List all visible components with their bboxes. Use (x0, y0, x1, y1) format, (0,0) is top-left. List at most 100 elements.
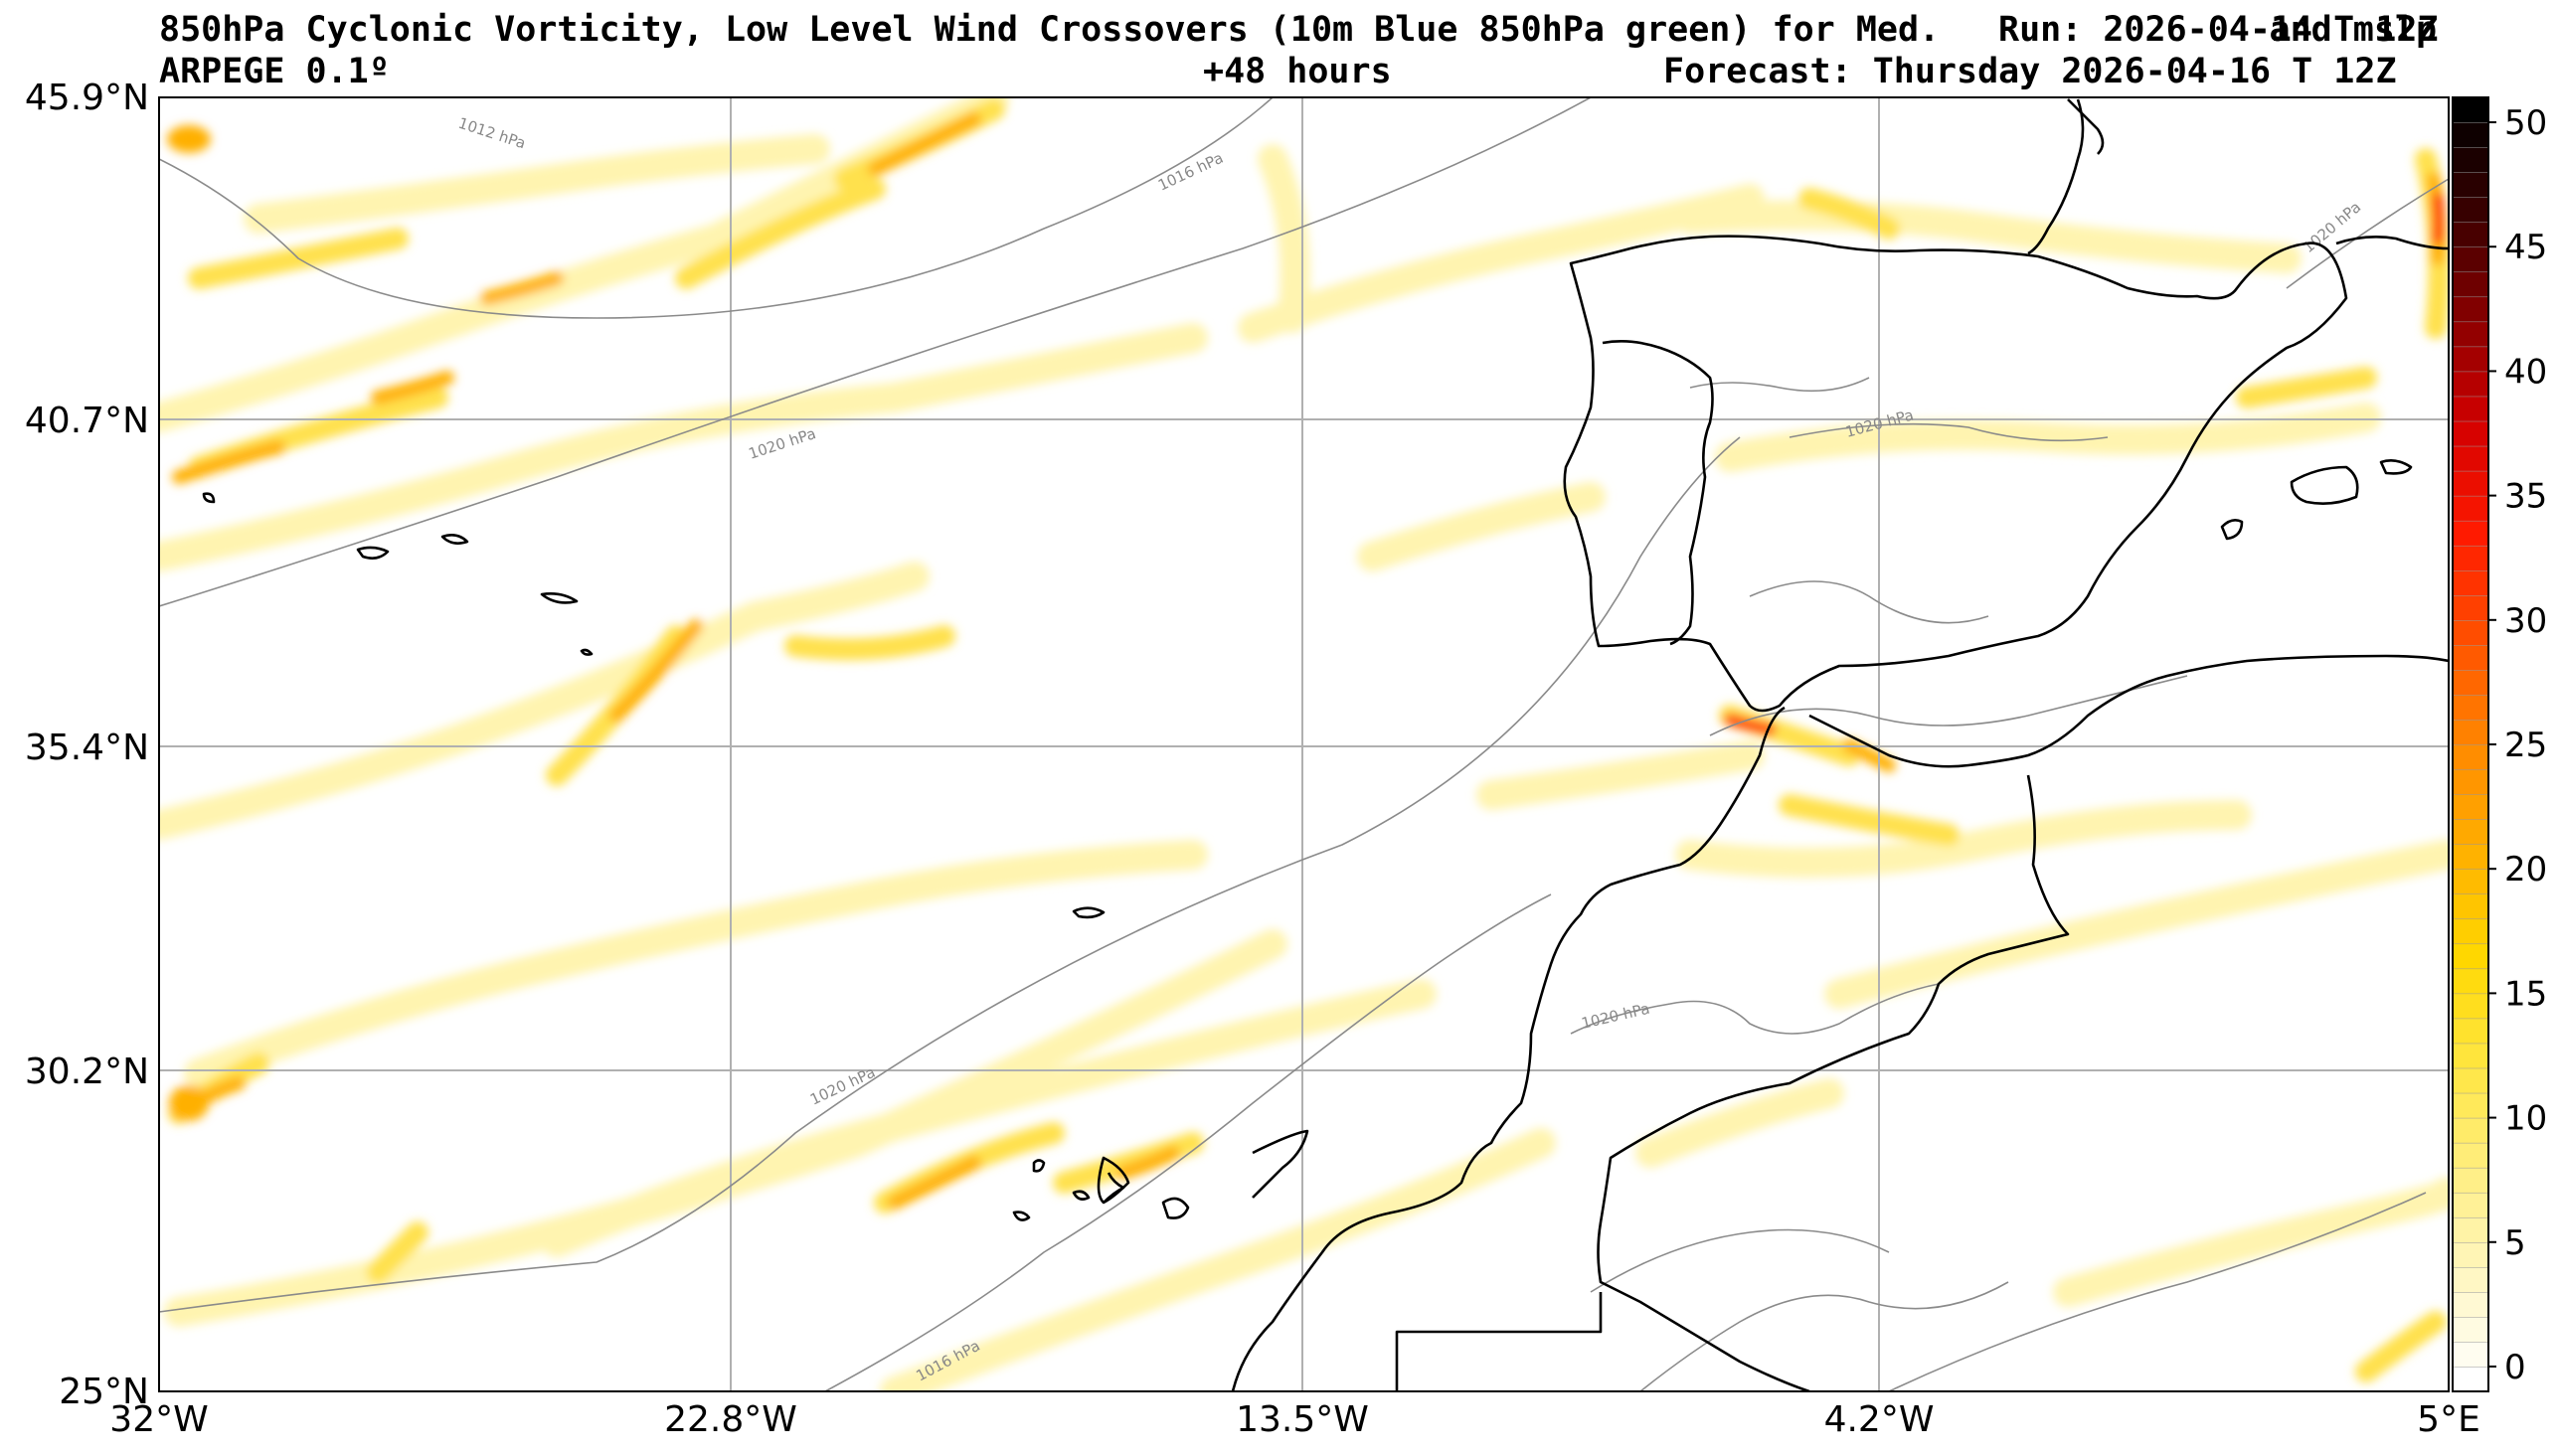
colorbar-band (2452, 545, 2489, 571)
lat-label: 40.7°N (25, 401, 149, 441)
colorbar-band (2452, 1266, 2489, 1293)
vorticity-field (159, 97, 2449, 1391)
colorbar-band (2452, 768, 2489, 795)
colorbar-band (2452, 1366, 2489, 1392)
colorbar-band (2452, 1018, 2489, 1045)
lon-label: 13.5°W (1236, 1399, 1369, 1440)
colorbar-band (2452, 694, 2489, 721)
lead-time: +48 hours (1203, 52, 1392, 91)
morocco-algeria-border (1597, 774, 2070, 1391)
colorbar-band (2452, 271, 2489, 298)
colorbar-band (2452, 1216, 2489, 1243)
title-line1: 850hPa Cyclonic Vorticity, Low Level Win… (159, 10, 1941, 50)
longitude-labels: 32°W 22.8°W 13.5°W 4.2°W 5°E (109, 1399, 2480, 1440)
lat-label: 35.4°N (25, 728, 149, 768)
colorbar-band (2452, 968, 2489, 995)
colorbar-band (2452, 221, 2489, 247)
colorbar-band (2452, 321, 2489, 348)
latitude-labels: 45.9°N 40.7°N 35.4°N 30.2°N 25°N (25, 78, 149, 1412)
map-frame (158, 96, 2450, 1392)
france-coast (2027, 98, 2085, 255)
isobars (159, 97, 2449, 1391)
colorbar-band (2452, 1316, 2489, 1343)
colorbar-band (2452, 346, 2489, 373)
colorbar-label: 30 (2504, 601, 2547, 641)
colorbar-band (2452, 196, 2489, 223)
chart-title: 850hPa Cyclonic Vorticity, Low Level Win… (159, 10, 1940, 50)
colorbar-band (2452, 793, 2489, 820)
colorbar-band (2452, 943, 2489, 970)
africa-coast (1808, 654, 2449, 768)
colorbar-band (2452, 296, 2489, 323)
colorbar-band (2452, 1142, 2489, 1169)
colorbar-band (2452, 1117, 2489, 1144)
colorbar-band (2452, 420, 2489, 447)
colorbar-label: 50 (2504, 103, 2547, 143)
lat-label: 25°N (59, 1372, 149, 1412)
colorbar-band (2452, 396, 2489, 422)
colorbar-band (2452, 146, 2489, 173)
western-sahara-border (1395, 1292, 1603, 1391)
colorbar-band (2452, 743, 2489, 770)
lon-label: 32°W (109, 1399, 208, 1440)
colorbar-band (2452, 371, 2489, 398)
colorbar-band (2452, 445, 2489, 472)
colorbar-band (2452, 1291, 2489, 1318)
colorbar-band (2452, 892, 2489, 920)
colorbar-label: 25 (2504, 726, 2547, 765)
colorbar-label: 0 (2504, 1348, 2526, 1387)
colorbar-label: 20 (2504, 850, 2547, 890)
colorbar-band (2452, 1043, 2489, 1069)
lon-label: 22.8°W (664, 1399, 797, 1440)
colorbar-band (2452, 520, 2489, 547)
colorbar-label: 45 (2504, 228, 2547, 267)
colorbar-band (2452, 719, 2489, 745)
colorbar-band (2452, 1092, 2489, 1119)
portugal-border (1602, 340, 1714, 646)
lat-label: 30.2°N (25, 1052, 149, 1092)
iberia-coast (1563, 235, 2348, 713)
colorbar-band (2452, 918, 2489, 945)
colorbar-band (2452, 1341, 2489, 1368)
colorbar-band (2452, 171, 2489, 198)
colorbar-band (2452, 1192, 2489, 1218)
colorbar-label: 35 (2504, 477, 2547, 517)
colorbar-label: 40 (2504, 352, 2547, 392)
colorbar-band (2452, 619, 2489, 646)
valid-time: Forecast: Thursday 2026-04-16 T 12Z (1663, 52, 2397, 91)
colorbar-label: 15 (2504, 974, 2547, 1014)
run-info: Run: 2026-04-14 T 12Zand mslp (1998, 10, 2439, 50)
colorbar-label: 10 (2504, 1099, 2547, 1139)
colorbar-band (2452, 669, 2489, 696)
colorbar-band (2452, 495, 2489, 522)
colorbar-band (2452, 644, 2489, 671)
colorbar-band (2452, 569, 2489, 596)
azores (356, 546, 390, 560)
colorbar-band (2452, 470, 2489, 497)
colorbar-band (2452, 1241, 2489, 1268)
colorbar-band (2452, 1067, 2489, 1094)
lat-label: 45.9°N (25, 78, 149, 118)
colorbar-band (2452, 818, 2489, 845)
coastlines (202, 98, 2449, 1391)
title-suffix: and mslp (2269, 10, 2438, 50)
colorbar-band (2452, 245, 2489, 273)
colorbar-bands (2452, 96, 2489, 1392)
colorbar-band (2452, 594, 2489, 621)
graticule (159, 97, 2449, 1391)
lon-label: 4.2°W (1824, 1399, 1935, 1440)
mallorca (2290, 465, 2359, 505)
colorbar-label: 5 (2504, 1223, 2526, 1263)
colorbar-band (2452, 993, 2489, 1020)
lon-label: 5°E (2417, 1399, 2480, 1440)
madeira (1072, 906, 1106, 919)
colorbar-band (2452, 868, 2489, 894)
colorbar-band (2452, 1167, 2489, 1194)
colorbar-band (2452, 96, 2489, 123)
colorbar-band (2452, 121, 2489, 148)
model-name: ARPEGE 0.1º (159, 52, 390, 91)
colorbar-band (2452, 843, 2489, 870)
